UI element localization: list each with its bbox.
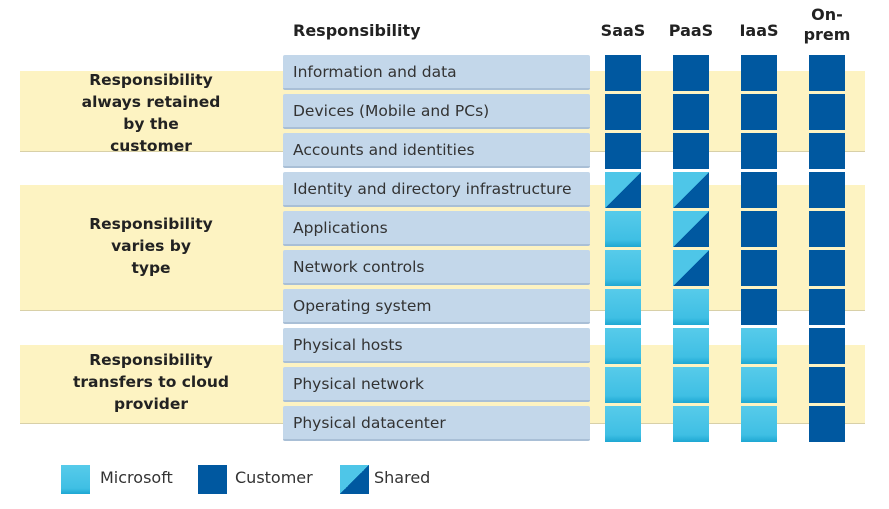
- cell-customer: [809, 211, 845, 247]
- header-saas: SaaS: [600, 21, 646, 40]
- cell-customer: [741, 133, 777, 169]
- header-onprem: On- prem: [803, 5, 851, 44]
- header-responsibility: Responsibility: [293, 21, 421, 40]
- row-label: Network controls: [283, 250, 590, 285]
- row-label: Operating system: [283, 289, 590, 324]
- cell-customer: [809, 289, 845, 325]
- header-paas: PaaS: [668, 21, 714, 40]
- cell-microsoft: [605, 367, 641, 403]
- cell-customer: [741, 211, 777, 247]
- cell-shared: [673, 250, 709, 286]
- cell-customer: [809, 172, 845, 208]
- cell-microsoft: [605, 289, 641, 325]
- cell-customer: [605, 94, 641, 130]
- cell-microsoft: [741, 406, 777, 442]
- cell-microsoft: [605, 211, 641, 247]
- cell-customer: [741, 250, 777, 286]
- row-label: Accounts and identities: [283, 133, 590, 168]
- cell-microsoft: [673, 406, 709, 442]
- cell-customer: [741, 55, 777, 91]
- legend-shared-swatch: [340, 465, 369, 494]
- row-label: Applications: [283, 211, 590, 246]
- cell-microsoft: [673, 367, 709, 403]
- cell-customer: [741, 172, 777, 208]
- cell-customer: [809, 94, 845, 130]
- band-label-customer: Responsibility always retained by the cu…: [81, 71, 221, 155]
- band-label-cloud: Responsibility transfers to cloud provid…: [72, 351, 230, 413]
- cell-customer: [809, 328, 845, 364]
- band-label-varies: Responsibility varies by type: [89, 215, 213, 277]
- row-label: Physical datacenter: [283, 406, 590, 441]
- cell-customer: [605, 133, 641, 169]
- cell-customer: [741, 289, 777, 325]
- row-label: Physical hosts: [283, 328, 590, 363]
- cell-customer: [809, 367, 845, 403]
- legend-customer-label: Customer: [235, 468, 313, 487]
- cell-customer: [809, 133, 845, 169]
- cell-customer: [673, 94, 709, 130]
- cell-customer: [605, 55, 641, 91]
- row-label: Identity and directory infrastructure: [283, 172, 590, 207]
- cell-customer: [809, 250, 845, 286]
- row-label: Physical network: [283, 367, 590, 402]
- header-iaas: IaaS: [739, 21, 779, 40]
- cell-shared: [605, 172, 641, 208]
- cell-shared: [673, 211, 709, 247]
- cell-microsoft: [605, 328, 641, 364]
- cell-shared: [673, 172, 709, 208]
- cell-microsoft: [605, 250, 641, 286]
- cell-microsoft: [673, 328, 709, 364]
- legend-customer-swatch: [198, 465, 227, 494]
- cell-customer: [809, 55, 845, 91]
- cell-microsoft: [673, 289, 709, 325]
- cell-microsoft: [741, 328, 777, 364]
- cell-customer: [741, 94, 777, 130]
- cell-customer: [673, 133, 709, 169]
- cell-microsoft: [605, 406, 641, 442]
- row-label: Information and data: [283, 55, 590, 90]
- legend-shared-label: Shared: [374, 468, 431, 487]
- cell-customer: [809, 406, 845, 442]
- legend-microsoft-swatch: [61, 465, 90, 494]
- cell-customer: [673, 55, 709, 91]
- legend-microsoft-label: Microsoft: [100, 468, 173, 487]
- row-label: Devices (Mobile and PCs): [283, 94, 590, 129]
- cell-microsoft: [741, 367, 777, 403]
